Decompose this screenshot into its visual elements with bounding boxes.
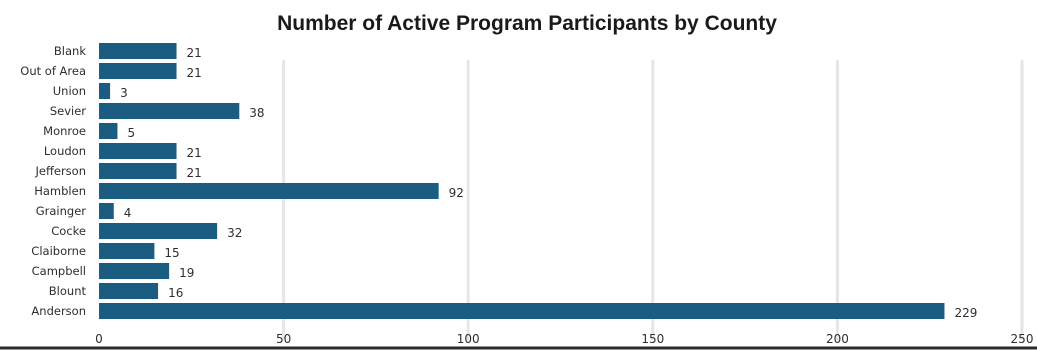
category-label: Sevier	[50, 104, 86, 118]
value-label: 5	[127, 126, 135, 140]
bar	[99, 83, 111, 99]
value-label: 16	[168, 286, 183, 300]
x-tick-label: 0	[95, 332, 103, 346]
category-label: Union	[53, 84, 86, 98]
value-label: 21	[187, 146, 202, 160]
bar	[99, 43, 177, 59]
value-label: 15	[164, 246, 179, 260]
value-label: 32	[227, 226, 242, 240]
x-axis-ticks: 0 50 100 150 200 250	[95, 332, 1033, 346]
category-label: Out of Area	[20, 64, 86, 78]
bar	[99, 123, 118, 139]
value-label: 4	[124, 206, 132, 220]
value-label: 92	[449, 186, 464, 200]
category-label: Claiborne	[31, 244, 86, 258]
bar	[99, 203, 114, 219]
value-label: 38	[249, 106, 264, 120]
bar	[99, 183, 439, 199]
bar	[99, 263, 170, 279]
chart-title: Number of Active Program Participants by…	[277, 12, 777, 35]
bar	[99, 243, 155, 259]
category-label: Grainger	[36, 204, 87, 218]
value-label: 21	[187, 46, 202, 60]
bar	[99, 283, 159, 299]
bar	[99, 163, 177, 179]
value-label: 3	[120, 86, 128, 100]
category-label: Hamblen	[34, 184, 86, 198]
category-label: Campbell	[32, 264, 86, 278]
bar	[99, 143, 177, 159]
value-label: 19	[179, 266, 194, 280]
x-tick-label: 200	[826, 332, 849, 346]
x-tick-label: 50	[276, 332, 291, 346]
bar	[99, 223, 218, 239]
bar	[99, 303, 945, 319]
category-labels: Blank Out of Area Union Sevier Monroe Loudon J…	[20, 44, 86, 318]
x-tick-label: 250	[1011, 332, 1034, 346]
category-label: Cocke	[51, 224, 86, 238]
value-label: 21	[187, 166, 202, 180]
category-label: Anderson	[31, 304, 86, 318]
value-label: 229	[954, 306, 977, 320]
bar	[99, 103, 240, 119]
bars	[99, 43, 945, 319]
category-label: Blank	[54, 44, 86, 58]
value-label: 21	[187, 66, 202, 80]
category-label: Blount	[49, 284, 87, 298]
bar	[99, 63, 177, 79]
category-label: Loudon	[44, 144, 86, 158]
x-tick-label: 100	[457, 332, 480, 346]
category-label: Jefferson	[34, 164, 86, 178]
gridlines	[282, 60, 1024, 340]
category-label: Monroe	[43, 124, 86, 138]
x-tick-label: 150	[641, 332, 664, 346]
